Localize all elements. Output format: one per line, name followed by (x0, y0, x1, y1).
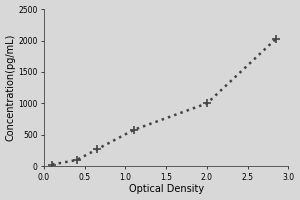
X-axis label: Optical Density: Optical Density (129, 184, 204, 194)
Y-axis label: Concentration(pg/mL): Concentration(pg/mL) (6, 34, 16, 141)
